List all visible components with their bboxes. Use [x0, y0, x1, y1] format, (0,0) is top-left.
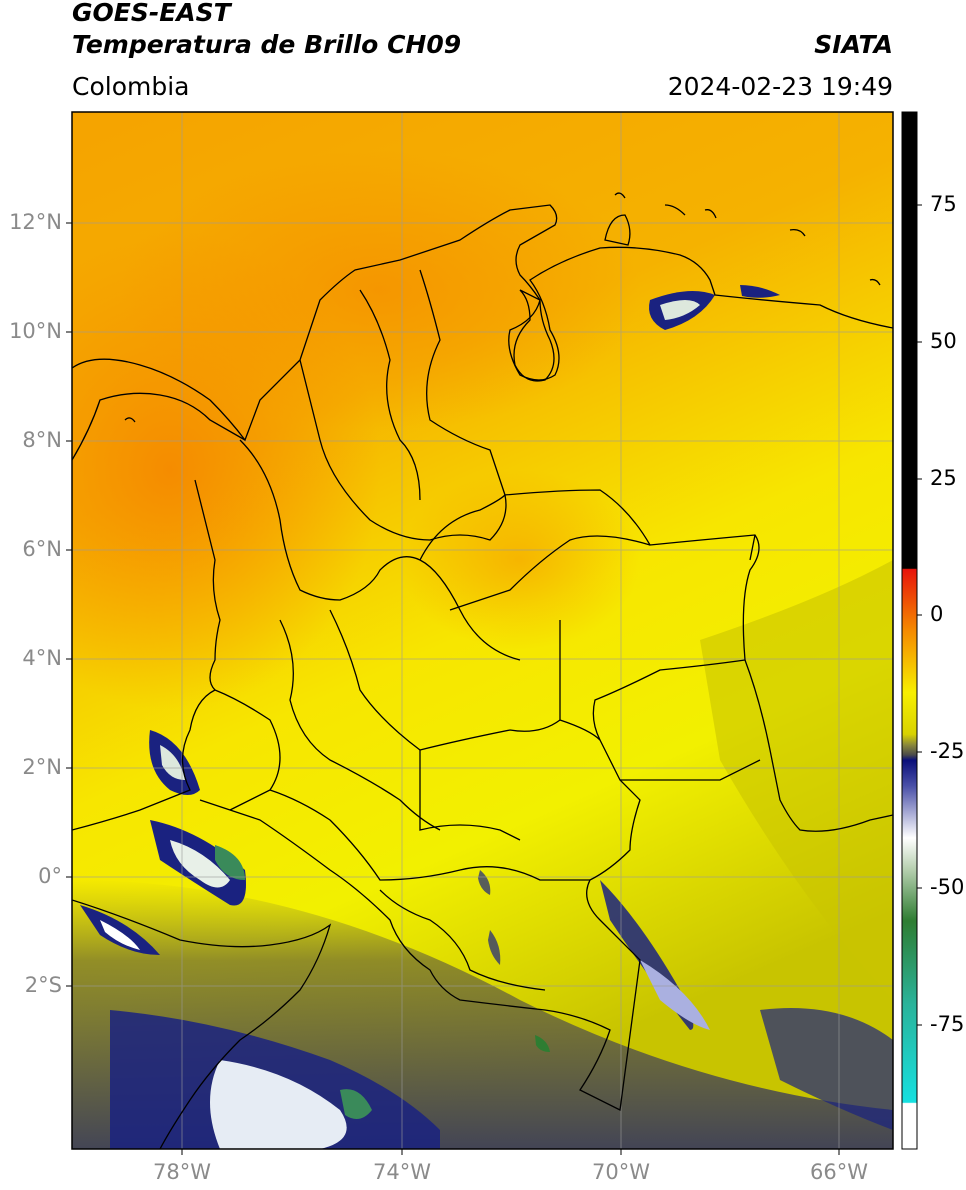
- lon-tick-label: 66°W: [810, 1160, 868, 1184]
- lat-tick-label: 6°N: [22, 537, 62, 561]
- colorbar-tick-label: -50: [930, 875, 965, 899]
- lat-tick-label: 4°N: [22, 646, 62, 670]
- colorbar-tick-label: -75: [930, 1012, 965, 1036]
- lon-tick-label: 74°W: [373, 1160, 431, 1184]
- lat-tick-label: 2°S: [24, 973, 62, 997]
- graticule: [72, 112, 893, 1149]
- datetime-label: 2024-02-23 19:49: [667, 72, 893, 101]
- lat-tick-label: 8°N: [22, 428, 62, 452]
- lon-tick-label: 70°W: [592, 1160, 650, 1184]
- colorbar-tick-label: 75: [930, 192, 957, 216]
- colorbar-tick-label: 50: [930, 329, 957, 353]
- colorbar-tick-label: 25: [930, 466, 957, 490]
- colorbar: [901, 111, 922, 1150]
- map-subtitle: Temperatura de Brillo CH09: [72, 30, 462, 59]
- colorbar-tick-label: -25: [930, 739, 965, 763]
- lat-tick-label: 0°: [38, 864, 62, 888]
- brightness-temperature-layer: [72, 112, 893, 1149]
- cold-cloud-tops: [80, 285, 893, 1149]
- colorbar-tick-label: 0: [930, 602, 944, 626]
- lat-tick-label: 10°N: [9, 319, 62, 343]
- region-label: Colombia: [72, 72, 190, 101]
- country-borders: [72, 192, 893, 1149]
- organization-label: SIATA: [814, 30, 893, 59]
- axis-ticks: [66, 222, 840, 1155]
- lat-tick-label: 2°N: [22, 755, 62, 779]
- lat-tick-label: 12°N: [9, 210, 62, 234]
- lon-tick-label: 78°W: [153, 1160, 211, 1184]
- map-frame: [71, 111, 894, 1150]
- map-title: GOES-EAST: [72, 0, 231, 27]
